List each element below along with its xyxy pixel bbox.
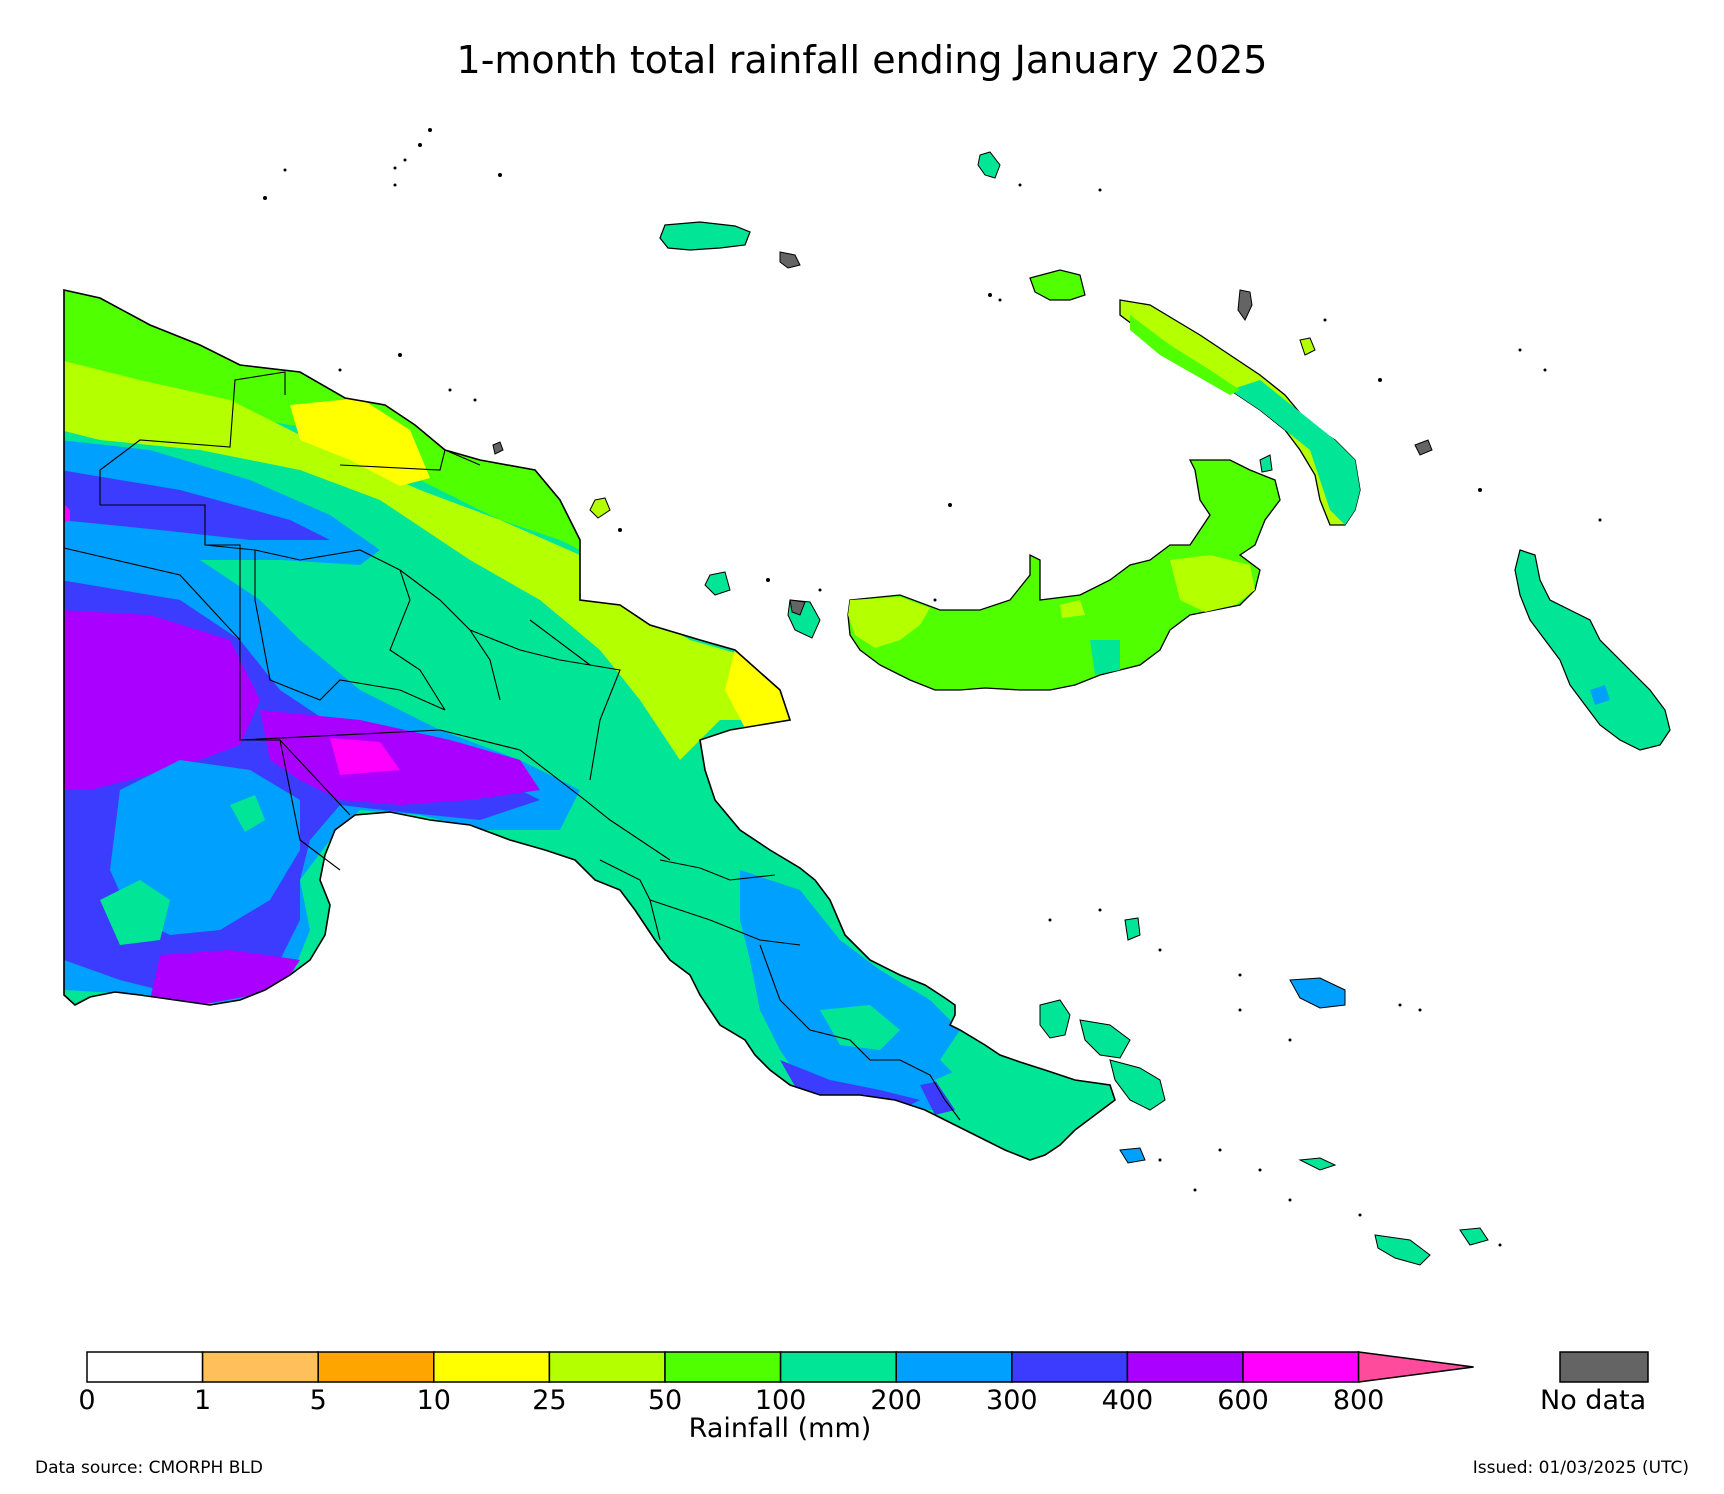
colorbar-tick-label: 400 [1101,1385,1154,1416]
map-title: 1-month total rainfall ending January 20… [456,38,1268,82]
colorbar-boxes [86,1351,1360,1383]
colorbar-swatch-7 [895,1351,1013,1383]
colorbar-swatch-5 [664,1351,782,1383]
colorbar-tick-label: 100 [754,1385,807,1416]
colorbar-tick-label: 800 [1332,1385,1385,1416]
colorbar-swatch-6 [779,1351,897,1383]
data-source: Data source: CMORPH BLD [35,1458,263,1478]
colorbar-swatch-10 [1242,1351,1360,1383]
colorbar-title: Rainfall (mm) [688,1413,872,1444]
colorbar-tick-label: 600 [1217,1385,1269,1416]
colorbar-swatch-2 [317,1351,435,1383]
islets [263,128,1602,1247]
new-ireland [1119,299,1361,526]
colorbar-tick-label: 50 [647,1385,683,1416]
colorbar-swatch-3 [433,1351,551,1383]
colorbar-tick-label: 0 [78,1385,96,1416]
colorbar-tick-label: 25 [532,1385,567,1416]
colorbar-overflow-arrow [1357,1351,1474,1383]
manus-island [659,221,751,251]
colorbar-swatch-8 [1011,1351,1129,1383]
issued-date: Issued: 01/03/2025 (UTC) [1472,1458,1689,1478]
colorbar-tick-label: 200 [870,1385,922,1416]
new-hanover [1029,269,1086,301]
nodata-label: No data [1540,1385,1647,1416]
new-britain [847,459,1281,691]
colorbar-swatch-9 [1126,1351,1244,1383]
colorbar-swatch-0 [86,1351,204,1383]
bougainville [1514,549,1671,751]
colorbar-tick-label: 10 [416,1385,451,1416]
colorbar-tick-label: 1 [194,1385,212,1416]
province-boundaries [63,290,961,1121]
small-islands [492,151,1489,1266]
colorbar-tick-label: 300 [986,1385,1038,1416]
nodata-swatch [1559,1351,1649,1383]
colorbar-tick-label: 5 [309,1385,327,1416]
colorbar-swatch-4 [548,1351,666,1383]
colorbar-swatch-1 [201,1351,319,1383]
